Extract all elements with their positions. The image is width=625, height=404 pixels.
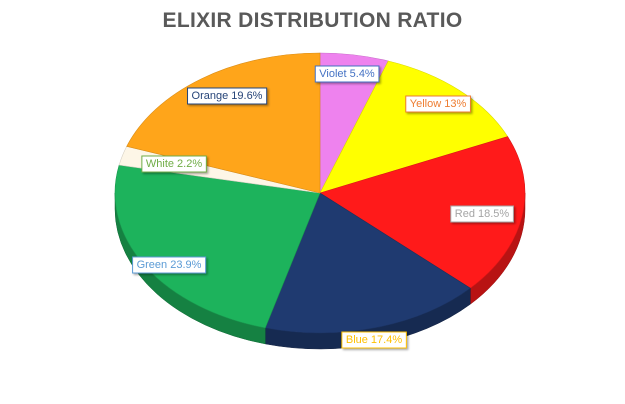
slice-label-text-violet: Violet 5.4% xyxy=(319,68,375,80)
pie-tops xyxy=(114,52,526,334)
slice-label-text-white: White 2.2% xyxy=(146,158,202,170)
slice-yellow[interactable] xyxy=(319,60,509,194)
slice-label-green: Green 23.9% xyxy=(132,256,207,274)
slice-label-orange: Orange 19.6% xyxy=(187,87,268,105)
slice-label-text-green: Green 23.9% xyxy=(137,259,202,271)
slice-red[interactable] xyxy=(319,136,526,289)
slice-labels: Violet 5.4% Yellow 13% Red 18.5% Blue 17.4%… xyxy=(132,65,514,349)
slice-label-text-red: Red 18.5% xyxy=(455,208,510,220)
slice-blue[interactable] xyxy=(264,192,471,334)
slice-label-text-blue: Blue 17.4% xyxy=(346,334,402,346)
slice-label-blue: Blue 17.4% xyxy=(341,331,407,349)
slice-label-white: White 2.2% xyxy=(141,155,207,173)
slice-label-text-yellow: Yellow 13% xyxy=(410,98,467,110)
slice-label-yellow: Yellow 13% xyxy=(405,95,471,113)
chart-title: ELIXIR DISTRIBUTION RATIO xyxy=(162,9,463,32)
slice-label-red: Red 18.5% xyxy=(450,205,514,223)
slice-label-violet: Violet 5.4% xyxy=(314,65,380,83)
slice-label-text-orange: Orange 19.6% xyxy=(192,90,263,102)
